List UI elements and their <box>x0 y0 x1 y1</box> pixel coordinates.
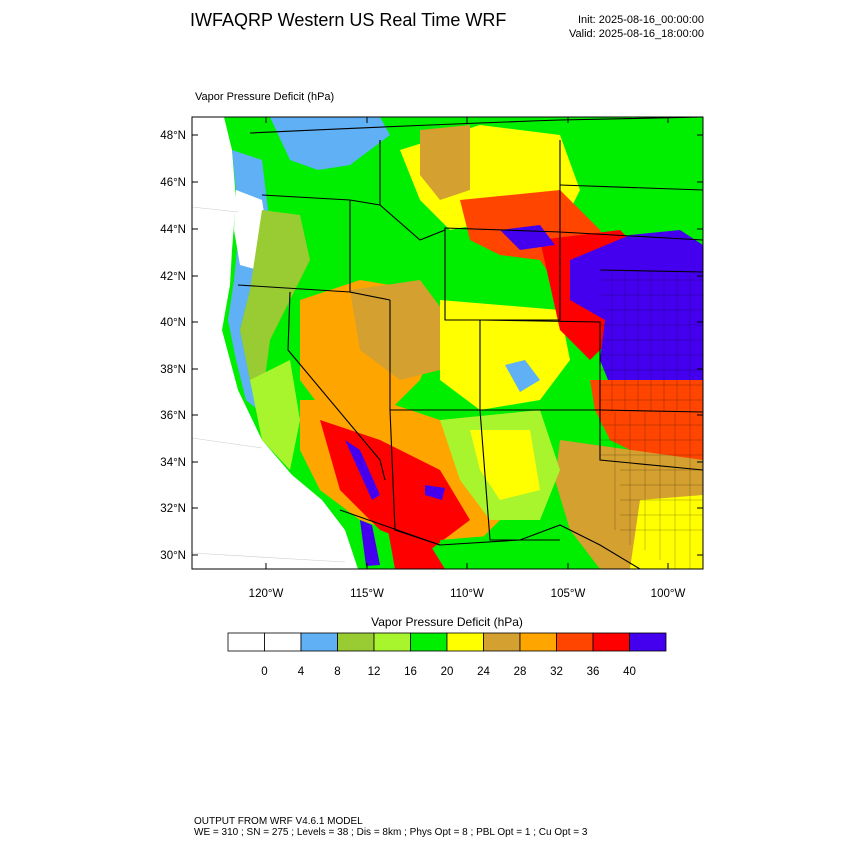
graticule <box>191 206 346 563</box>
tan-region-utah <box>350 280 450 380</box>
baja-red-region <box>388 530 445 569</box>
footer-line-2: WE = 310 ; SN = 275 ; Levels = 38 ; Dis … <box>194 827 588 838</box>
county-lines <box>600 270 703 569</box>
model-info-footer: OUTPUT FROM WRF V4.6.1 MODEL WE = 310 ; … <box>194 816 587 838</box>
latitude-axis: 48°N 46°N 44°N 42°N 40°N 38°N 36°N 34°N 32°N 30°N <box>160 130 703 562</box>
colorbar-label: 32 <box>550 666 563 678</box>
nd-sd-border <box>559 184 703 191</box>
lat-label: 46°N <box>160 177 186 189</box>
colorbar-box <box>483 632 521 652</box>
map-field <box>192 117 703 569</box>
graticule-line <box>191 437 263 449</box>
id-border-west <box>349 200 391 301</box>
colorado-low-region <box>505 360 540 392</box>
colorbar-labels: 0 4 8 12 16 20 24 28 32 36 40 <box>261 666 636 678</box>
colorbar-label: 24 <box>477 666 490 678</box>
county-grid-texas-h <box>600 424 703 531</box>
county-grid-v <box>611 270 691 412</box>
colorbar-label: 4 <box>298 666 305 678</box>
colorbar-box <box>410 632 448 652</box>
canada-border <box>249 117 703 134</box>
id-mt-border <box>379 140 446 241</box>
colorado-border <box>479 319 601 411</box>
county-grid-h <box>600 279 703 401</box>
init-time: Init: 2025-08-16_00:00:00 <box>578 14 704 26</box>
colorbar-label: 36 <box>587 666 600 678</box>
colorbar-box <box>592 632 630 652</box>
green-plains-north <box>560 117 703 220</box>
lon-label: 105°W <box>551 588 586 600</box>
colorbar-box <box>519 632 557 652</box>
lat-label: 30°N <box>160 550 186 562</box>
lon-label: 120°W <box>249 588 284 600</box>
valid-time: Valid: 2025-08-16_18:00:00 <box>569 28 704 40</box>
colorbar-box <box>629 632 667 652</box>
yellow-region-colorado <box>440 300 570 410</box>
colorbar-label: 0 <box>261 666 267 678</box>
lat-label: 32°N <box>160 503 186 515</box>
mexico-border <box>339 509 641 569</box>
lat-label: 42°N <box>160 271 186 283</box>
or-ca-border <box>237 284 351 293</box>
olive-region-west <box>240 210 310 400</box>
colorbar-box <box>337 632 375 652</box>
colorbar-box <box>373 632 411 652</box>
wyoming-border <box>444 227 561 321</box>
lat-label: 36°N <box>160 410 186 422</box>
colorbar-label: 20 <box>441 666 454 678</box>
lon-label: 110°W <box>450 588 484 600</box>
lat-label: 40°N <box>160 317 186 329</box>
lat-label: 38°N <box>160 364 186 376</box>
tan-region-north <box>420 125 470 200</box>
graticule-line <box>191 206 239 213</box>
colorbar-box <box>227 632 265 652</box>
colorbar-box <box>300 632 338 652</box>
colorbar-boxes <box>227 632 667 652</box>
ca-nv-border <box>287 291 386 481</box>
lon-label: 100°W <box>651 588 686 600</box>
county-grid-texas-v <box>614 412 691 569</box>
longitude-axis: 120°W 115°W 110°W 105°W 100°W <box>249 117 686 600</box>
ne-ks-border <box>599 269 703 273</box>
lightgreen-region <box>250 360 300 470</box>
lat-label: 44°N <box>160 224 186 236</box>
purple-plains-region <box>570 230 703 410</box>
colorbar-box <box>264 632 302 652</box>
plot-title: IWFAQRP Western US Real Time WRF <box>190 10 507 30</box>
pacific-ocean <box>192 117 358 569</box>
utah-border <box>389 300 481 411</box>
dakotas-border <box>559 140 703 241</box>
desert-purple-region <box>345 440 380 500</box>
colorbar-box <box>446 632 484 652</box>
desert-purple-region-3 <box>425 485 445 500</box>
newmexico-border <box>479 409 560 541</box>
footer-line-1: OUTPUT FROM WRF V4.6.1 MODEL <box>194 816 363 827</box>
desert-purple-region-2 <box>360 520 380 566</box>
yellow-region-texas <box>630 495 703 569</box>
colorbar-label: 8 <box>334 666 340 678</box>
state-borders <box>237 117 703 569</box>
ks-ok-border <box>599 409 703 413</box>
lon-label: 115°W <box>350 588 384 600</box>
field-label: Vapor Pressure Deficit (hPa) <box>195 91 335 103</box>
map-frame <box>191 116 704 570</box>
texas-panhandle-border <box>560 409 703 471</box>
newmexico-yellow-region <box>470 430 540 500</box>
colorbar-label: 12 <box>368 666 381 678</box>
colorbar-label: 16 <box>404 666 417 678</box>
colorbar-box <box>556 632 594 652</box>
graticule-line <box>191 552 346 563</box>
lat-label: 48°N <box>160 130 186 142</box>
colorbar-title: Vapor Pressure Deficit (hPa) <box>371 615 523 629</box>
colorbar-label: 28 <box>514 666 527 678</box>
lat-label: 34°N <box>160 457 186 469</box>
colorbar-label: 40 <box>623 666 636 678</box>
